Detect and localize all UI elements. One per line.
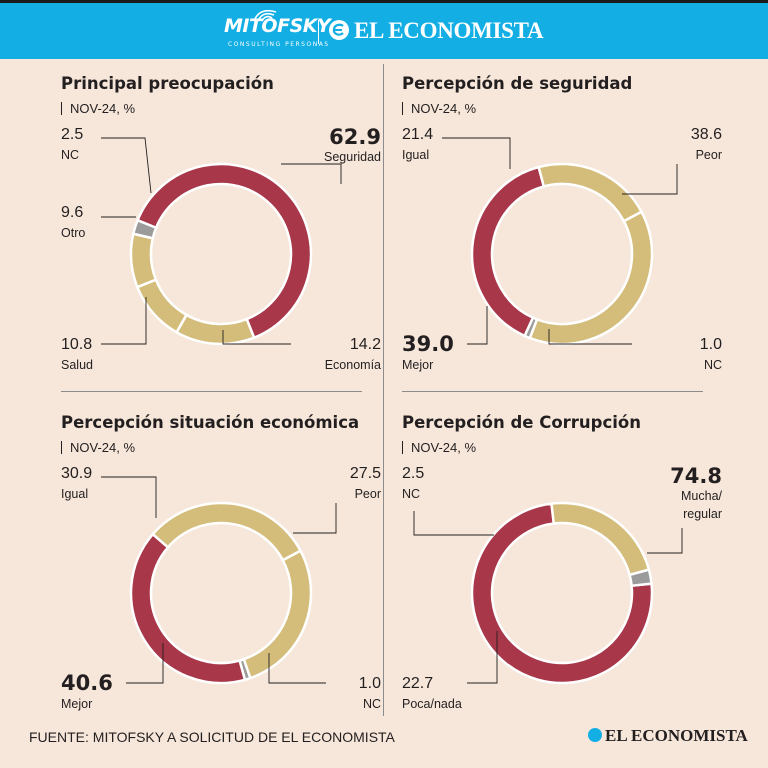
- donut-slice-poca-nada: [550, 501, 651, 577]
- label-regular: regular: [683, 507, 722, 521]
- chart-title: Percepción de Corrupción: [402, 413, 642, 432]
- header-banner: MITOFSKY CONSULTING PERSONAS EL ECONOMIS…: [0, 3, 768, 59]
- donut-slice-otro: [129, 232, 158, 289]
- donut-chart: [101, 476, 337, 685]
- leader-line-nc: [548, 329, 632, 345]
- label-mucha: Mucha/: [681, 489, 722, 503]
- value-nc: 1.0: [358, 675, 381, 692]
- value-igual: 21.4: [402, 126, 434, 143]
- top-border: [0, 0, 768, 3]
- donut-slice-mejor: [129, 532, 247, 685]
- chart-panel-situacion-economica: Percepción situación económica NOV-24, %…: [61, 413, 381, 733]
- label-salud: Salud: [61, 358, 93, 372]
- el-economista-e-icon: [329, 20, 349, 40]
- donut-slice-igual: [151, 501, 303, 562]
- label-igual: Igual: [402, 148, 430, 162]
- value-nc: 2.5: [402, 465, 425, 482]
- donut-slice-salud: [135, 278, 189, 334]
- leader-line-nc: [101, 137, 152, 194]
- label-nc: NC: [362, 697, 381, 711]
- chart-panel-principal-preocupacion: Principal preocupación NOV-24, % 62.9 Se…: [61, 74, 381, 394]
- value-economia: 14.2: [349, 336, 381, 353]
- value-poca-nada: 22.7: [402, 675, 434, 692]
- donut-slice-econom-a: [174, 313, 256, 346]
- el-economista-wordmark: EL ECONOMISTA: [354, 18, 544, 43]
- donut-slice-mucha-regular: [470, 502, 654, 685]
- value-mejor: 39.0: [402, 332, 454, 356]
- label-nc: NC: [703, 358, 722, 372]
- leader-line-economia: [222, 330, 291, 345]
- chart-title: Percepción situación económica: [61, 413, 360, 432]
- el-economista-e-icon: [588, 728, 602, 742]
- value-peor: 38.6: [690, 126, 722, 143]
- header-separator: [318, 20, 319, 44]
- source-note: FUENTE: MITOFSKY A SOLICITUD DE EL ECONO…: [29, 729, 395, 745]
- donut-slice-peor: [528, 210, 654, 346]
- value-igual: 30.9: [61, 465, 93, 482]
- label-mejor: Mejor: [402, 358, 434, 372]
- chart-subtitle: NOV-24, %: [402, 102, 476, 115]
- donut-slice-peor: [242, 549, 313, 680]
- label-seguridad: Seguridad: [324, 150, 381, 164]
- chart-panel-percepcion-seguridad: Percepción de seguridad NOV-24, % 38.6 P…: [402, 74, 722, 394]
- leader-line-salud: [101, 297, 147, 345]
- leader-line-mejor: [467, 306, 488, 345]
- leader-line-mejor: [126, 643, 164, 684]
- value-nc: 2.5: [61, 126, 84, 143]
- donut-slice-nc: [131, 218, 158, 240]
- chart-subtitle: NOV-24, %: [402, 441, 476, 454]
- mitofsky-logo: MITOFSKY: [224, 15, 331, 37]
- value-salud: 10.8: [61, 336, 93, 353]
- label-economia: Economía: [324, 358, 381, 372]
- footer-logo: EL ECONOMISTA: [588, 726, 748, 746]
- value-mejor: 40.6: [61, 671, 113, 695]
- chart-title: Percepción de seguridad: [402, 74, 633, 93]
- leader-line-poca-nada: [467, 631, 498, 684]
- label-mejor: Mejor: [61, 697, 93, 711]
- leader-line-mucha-regular: [647, 528, 683, 554]
- leader-line-peor: [622, 164, 678, 195]
- donut-slice-seguridad: [135, 162, 313, 340]
- leader-line-nc: [268, 653, 326, 684]
- value-peor: 27.5: [349, 465, 381, 482]
- mitofsky-logo-tagline: CONSULTING PERSONAS: [228, 41, 330, 48]
- horizontal-divider-right: [402, 391, 703, 392]
- donut-chart: [413, 501, 683, 685]
- leader-line-peor: [293, 503, 337, 534]
- donut-chart: [442, 137, 678, 346]
- label-nc: NC: [61, 148, 80, 162]
- mitofsky-logo-icon: [253, 9, 277, 22]
- leader-line-igual: [101, 476, 157, 518]
- leader-line-igual: [442, 137, 511, 169]
- donut-slice-igual: [537, 162, 644, 223]
- horizontal-divider-left: [61, 391, 362, 392]
- label-igual: Igual: [61, 487, 89, 501]
- value-nc: 1.0: [699, 336, 722, 353]
- donut-slice-nc: [628, 568, 653, 588]
- value-otro: 9.6: [61, 204, 84, 221]
- label-peor: Peor: [354, 487, 381, 501]
- chart-panel-percepcion-corrupcion: Percepción de Corrupción NOV-24, % 74.8 …: [402, 413, 722, 733]
- label-nc: NC: [402, 487, 421, 501]
- label-otro: Otro: [61, 226, 86, 240]
- footer-logo-text: EL ECONOMISTA: [605, 726, 748, 745]
- donut-slice-mejor: [470, 165, 546, 338]
- value-mucha-regular: 74.8: [670, 464, 722, 488]
- chart-subtitle: NOV-24, %: [61, 441, 135, 454]
- donut-chart: [101, 137, 342, 346]
- label-peor: Peor: [695, 148, 722, 162]
- chart-title: Principal preocupación: [61, 74, 274, 93]
- leader-line-nc: [413, 511, 494, 536]
- leader-line-seguridad: [281, 163, 342, 184]
- value-seguridad: 62.9: [329, 125, 381, 149]
- label-poca-nada: Poca/nada: [402, 697, 462, 711]
- chart-subtitle: NOV-24, %: [61, 102, 135, 115]
- vertical-divider: [383, 64, 384, 716]
- el-economista-logo: EL ECONOMISTA: [328, 18, 544, 44]
